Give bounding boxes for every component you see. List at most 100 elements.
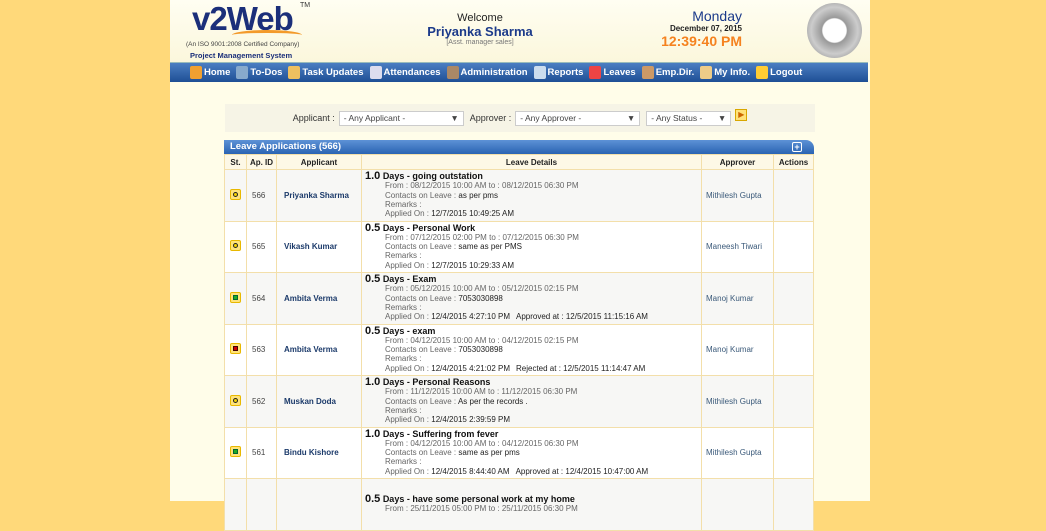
day: Monday	[692, 8, 742, 24]
applicant-name[interactable]: Ambita Verma	[276, 272, 362, 325]
table-row[interactable]: 565 Vikash Kumar 0.5 Days - Personal Wor…	[224, 220, 814, 273]
panel-title: Leave Applications (566)	[230, 141, 342, 152]
column-header: Applicant	[276, 154, 362, 170]
add-icon[interactable]: +	[792, 142, 802, 152]
column-header: Leave Details	[361, 154, 702, 170]
approver-label: Approver :	[469, 113, 512, 123]
actions-cell	[773, 272, 814, 325]
contacts-line: Contacts on Leave : As per the records .	[385, 396, 528, 406]
nav-leaves[interactable]: Leaves	[589, 66, 636, 79]
applied-line: Applied On : 12/4/2015 4:27:10 PM Approve…	[385, 312, 648, 322]
applicant-name[interactable]: Ambita Verma	[276, 323, 362, 376]
go-arrow-button[interactable]: ▶	[735, 109, 748, 121]
table-row[interactable]: 0.5 Days - have some personal work at my…	[224, 478, 814, 531]
nav-attendances[interactable]: Attendances	[369, 66, 441, 79]
nav-to-dos[interactable]: To-Dos	[236, 66, 282, 79]
application-id	[246, 478, 277, 531]
approver-name	[701, 478, 774, 531]
nav-label: Task Updates	[302, 67, 364, 78]
header: v2Web TM (An ISO 9001:2008 Certified Com…	[170, 0, 870, 62]
application-id: 561	[246, 426, 277, 479]
nav-emp-dir[interactable]: Emp.Dir.	[641, 66, 695, 79]
applicant-name[interactable]: Vikash Kumar	[276, 220, 362, 273]
application-id: 565	[246, 220, 277, 273]
applicant-name[interactable]: Priyanka Sharma	[276, 169, 362, 222]
actions-cell	[773, 426, 814, 479]
nav-task-updates[interactable]: Task Updates	[288, 66, 364, 79]
leave-heading: 1.0 Days - Suffering from fever	[365, 427, 499, 440]
rejected-at: Rejected at : 12/5/2015 11:14:47 AM	[516, 363, 646, 373]
status-cell	[224, 323, 247, 376]
from-to-line: From : 05/12/2015 10:00 AM to : 05/12/20…	[385, 284, 579, 294]
table-row[interactable]: 564 Ambita Verma 0.5 Days - Exam From : …	[224, 272, 814, 325]
status-approved-icon[interactable]	[230, 291, 241, 303]
status-approved-icon[interactable]	[230, 446, 241, 458]
approver-select[interactable]: - Any Approver - ▼	[515, 110, 641, 126]
leave-calendar-icon	[589, 66, 602, 79]
table-row[interactable]: 563 Ambita Verma 0.5 Days - exam From : …	[224, 323, 814, 376]
nav-administration[interactable]: Administration	[446, 66, 528, 79]
approver-name: Mithilesh Gupta	[701, 375, 774, 428]
datetime-block: Monday December 07, 2015 12:39:40 PM	[661, 8, 742, 49]
system-name: Project Management System	[190, 51, 293, 60]
iso-text: (An ISO 9001:2008 Certified Company)	[186, 41, 300, 48]
from-to-line: From : 11/12/2015 10:00 AM to : 11/12/20…	[385, 387, 578, 397]
status-cell	[224, 426, 247, 479]
column-header: St.	[224, 154, 247, 170]
remarks-line: Remarks :	[385, 457, 422, 467]
filter-bar: Applicant : - Any Applicant - ▼ Approver …	[225, 104, 815, 132]
home-icon	[190, 66, 202, 79]
directory-icon	[641, 66, 654, 79]
applicant-select[interactable]: - Any Applicant - ▼	[338, 110, 464, 126]
applicant-label: Applicant :	[292, 113, 335, 123]
from-to-line: From : 04/12/2015 10:00 AM to : 04/12/20…	[385, 335, 579, 345]
column-header: Ap. ID	[246, 154, 277, 170]
contacts-line: Contacts on Leave : 7053030898	[385, 293, 503, 303]
nav-label: To-Dos	[250, 67, 283, 78]
nav-logout[interactable]: Logout	[756, 66, 802, 79]
applied-line: Applied On : 12/7/2015 10:49:25 AM	[385, 209, 514, 219]
remarks-line: Remarks :	[385, 302, 422, 312]
nav-label: Reports	[547, 67, 584, 78]
todo-icon	[236, 66, 249, 79]
leave-applications-panel: Leave Applications (566) + St. Ap. ID Appli…	[224, 140, 814, 531]
from-to-line: From : 25/11/2015 05:00 PM to : 25/11/20…	[385, 504, 578, 514]
applicant-name[interactable]: Bindu Kishore	[276, 426, 362, 479]
status-pending-icon[interactable]	[230, 394, 241, 406]
approved-at: Approved at : 12/5/2015 11:15:16 AM	[516, 312, 648, 322]
welcome-text: Welcome	[457, 12, 503, 24]
status-rejected-icon[interactable]	[230, 343, 241, 355]
status-select[interactable]: - Any Status - ▼	[646, 110, 732, 126]
table-row[interactable]: 562 Muskan Doda 1.0 Days - Personal Reas…	[224, 375, 814, 428]
status-cell	[224, 478, 247, 531]
user-name: Priyanka Sharma	[427, 24, 533, 39]
date: December 07, 2015	[669, 24, 742, 33]
nav-label: Attendances	[383, 67, 441, 78]
nav-label: Emp.Dir.	[655, 67, 695, 78]
contacts-line: Contacts on Leave : as per pms	[385, 190, 498, 200]
table-row[interactable]: 561 Bindu Kishore 1.0 Days - Suffering f…	[224, 426, 814, 479]
contacts-line: Contacts on Leave : same as per pms	[385, 448, 520, 458]
status-cell	[224, 169, 247, 222]
approver-value: - Any Approver -	[520, 113, 582, 123]
applicant-name[interactable]: Muskan Doda	[276, 375, 362, 428]
nav-reports[interactable]: Reports	[533, 66, 584, 79]
user-info-icon	[700, 66, 713, 79]
leave-heading: 1.0 Days - Personal Reasons	[365, 376, 491, 388]
status-pending-icon[interactable]	[230, 188, 241, 200]
page-container: v2Web TM (An ISO 9001:2008 Certified Com…	[170, 0, 870, 531]
remarks-line: Remarks :	[385, 199, 422, 209]
nav-home[interactable]: Home	[190, 66, 230, 79]
from-to-line: From : 08/12/2015 10:00 AM to : 08/12/20…	[385, 181, 579, 191]
table-row[interactable]: 566 Priyanka Sharma 1.0 Days - going out…	[224, 169, 814, 222]
status-pending-icon[interactable]	[230, 240, 241, 252]
column-header: Actions	[773, 154, 814, 170]
calendar-icon	[369, 66, 382, 79]
approved-at: Approved at : 12/4/2015 10:47:00 AM	[515, 466, 649, 476]
nav-label: Administration	[460, 67, 528, 78]
remarks-line: Remarks :	[385, 354, 422, 364]
leave-heading: 0.5 Days - exam	[365, 324, 436, 337]
applicant-name[interactable]	[276, 478, 362, 531]
leave-details: 0.5 Days - Personal Work From : 07/12/20…	[361, 220, 702, 273]
nav-my-info[interactable]: My Info.	[700, 66, 750, 79]
